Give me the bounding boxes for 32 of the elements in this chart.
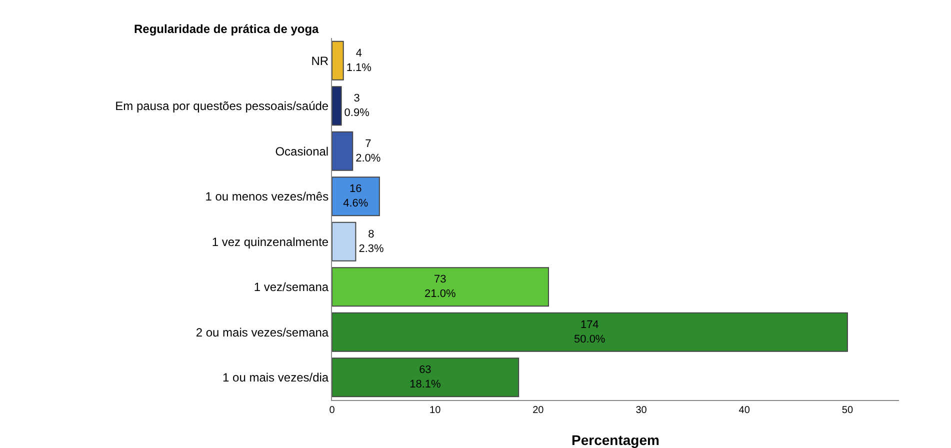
y-tick-label: 1 ou menos vezes/mês [205, 190, 329, 204]
y-tick-label: 1 vez quinzenalmente [212, 234, 329, 249]
x-tick-label: 20 [532, 405, 544, 416]
data-label: 3 0.9% [344, 92, 370, 120]
y-tick-label: 2 ou mais vezes/semana [196, 325, 329, 340]
bar [332, 358, 520, 398]
bar [332, 131, 354, 171]
bar [332, 312, 848, 352]
bar [332, 40, 344, 80]
data-label: 7 2.0% [356, 138, 381, 164]
bar [332, 267, 549, 307]
data-label: 4 1.1% [346, 47, 372, 74]
x-tick-label: 50 [842, 405, 854, 416]
data-label: 63 18.1% [410, 364, 441, 391]
data-label: 73 21.0% [424, 274, 456, 300]
y-tick-label: 1 ou mais vezes/dia [222, 370, 329, 385]
bar [332, 86, 342, 126]
data-label: 174 50.0% [574, 318, 606, 346]
data-label: 8 2.3% [358, 228, 384, 255]
bar [332, 176, 380, 216]
y-tick-label: Em pausa por questões pessoais/saúde [115, 99, 329, 114]
x-tick-label: 30 [636, 405, 648, 416]
bar [332, 222, 356, 262]
x-tick-label: 40 [738, 405, 750, 416]
x-axis-title: Percentagem [572, 432, 660, 448]
data-label: 16 4.6% [343, 183, 368, 210]
y-axis-title: Regularidade de prática de yoga [134, 22, 320, 36]
y-tick-label: 1 vez/semana [254, 280, 329, 294]
y-tick-label: Ocasional [275, 144, 329, 158]
x-tick-label: 0 [329, 405, 336, 416]
y-tick-label: NR [311, 54, 329, 68]
x-tick-label: 10 [430, 405, 442, 416]
